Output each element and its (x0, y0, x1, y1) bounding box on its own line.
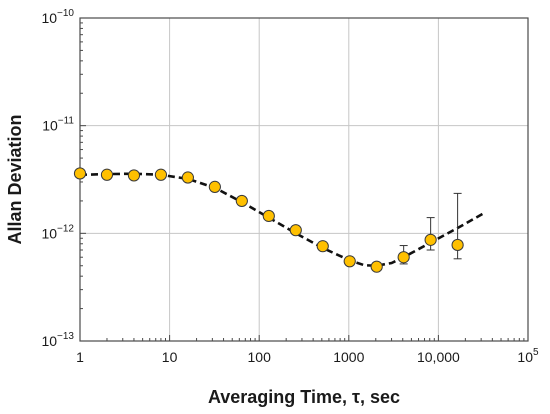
data-point (343, 255, 356, 268)
x-tick-labels: 1 10 100 1000 10,000 105 (76, 347, 539, 365)
x-tick-label: 10,000 (417, 349, 460, 365)
y-tick-label: 10−10 (41, 8, 74, 26)
data-point (73, 167, 87, 180)
y-tick-label: 10−13 (41, 331, 74, 349)
data-point (127, 169, 141, 182)
grid (79, 17, 529, 342)
data-point (289, 224, 302, 237)
x-tick-label: 10 (162, 349, 178, 365)
plot-frame (79, 17, 529, 342)
x-axis-label: Averaging Time, τ, sec (208, 387, 400, 407)
data-point (451, 238, 464, 252)
x-tick-label: 105 (517, 347, 539, 365)
x-tick-label: 100 (248, 349, 272, 365)
data-point (262, 209, 275, 223)
x-tick-label: 1000 (333, 349, 364, 365)
data-point (154, 168, 168, 181)
axis-ticks (79, 22, 525, 342)
data-point (235, 194, 248, 208)
y-tick-label: 10−12 (41, 223, 74, 241)
y-tick-labels: 10−13 10−12 10−11 10−10 (41, 8, 74, 349)
data-point (181, 171, 194, 184)
data-point (100, 168, 114, 181)
data-point (424, 233, 437, 246)
data-point (370, 260, 383, 273)
y-axis-label: Allan Deviation (5, 114, 25, 244)
data-point (208, 180, 221, 193)
data-point (397, 251, 410, 264)
x-tick-label: 1 (76, 349, 84, 365)
y-tick-label: 10−11 (42, 116, 74, 134)
data-point (316, 240, 329, 253)
fit-curve (79, 172, 486, 268)
data-points (73, 167, 464, 273)
